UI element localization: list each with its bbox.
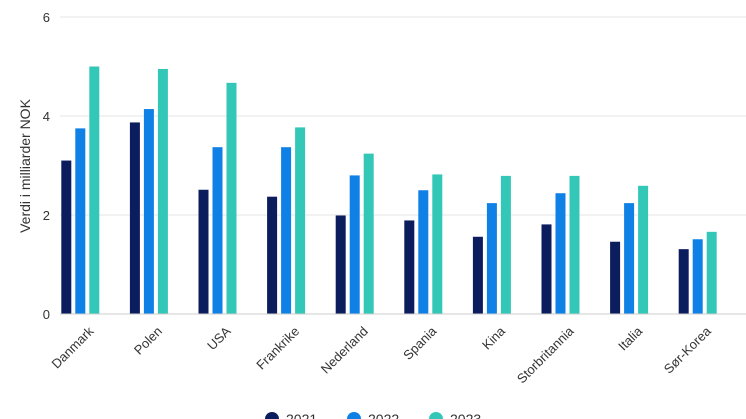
y-tick-label: 0 bbox=[43, 307, 50, 322]
bars bbox=[61, 66, 717, 315]
bar-2023-Kina[interactable] bbox=[500, 175, 511, 314]
bar-2022-Polen[interactable] bbox=[143, 109, 154, 314]
bar-2021-Danmark[interactable] bbox=[61, 160, 72, 314]
bar-2021-Kina[interactable] bbox=[472, 236, 483, 314]
bar-2023-USA[interactable] bbox=[226, 82, 237, 315]
bar-2022-Sør-Korea[interactable] bbox=[692, 239, 703, 314]
bar-2022-Nederland[interactable] bbox=[349, 175, 360, 314]
bar-2022-Italia[interactable] bbox=[624, 203, 635, 314]
y-tick-label: 4 bbox=[43, 109, 50, 124]
bar-2022-USA[interactable] bbox=[212, 147, 223, 314]
bar-2023-Polen[interactable] bbox=[157, 68, 168, 314]
y-tick-label: 2 bbox=[43, 208, 50, 223]
bar-2022-Spania[interactable] bbox=[418, 190, 429, 314]
bar-2023-Spania[interactable] bbox=[432, 174, 443, 314]
bar-2021-USA[interactable] bbox=[198, 189, 209, 314]
x-tick-label: Kina bbox=[479, 323, 509, 353]
legend-marker-2022[interactable] bbox=[347, 412, 361, 419]
bar-2022-Frankrike[interactable] bbox=[281, 147, 292, 314]
bar-2021-Sør-Korea[interactable] bbox=[678, 249, 689, 314]
bar-2021-Storbritannia[interactable] bbox=[541, 224, 552, 314]
bar-2023-Italia[interactable] bbox=[638, 185, 649, 314]
legend-label[interactable]: 2021 bbox=[286, 411, 317, 419]
bar-2023-Nederland[interactable] bbox=[363, 153, 374, 314]
bar-2021-Spania[interactable] bbox=[404, 220, 415, 314]
bar-2023-Sør-Korea[interactable] bbox=[706, 231, 717, 314]
x-tick-label: Danmark bbox=[49, 323, 97, 371]
x-tick-label: Sør-Korea bbox=[661, 323, 715, 377]
bar-2021-Nederland[interactable] bbox=[335, 215, 346, 314]
bar-2021-Frankrike[interactable] bbox=[267, 196, 278, 314]
bar-2021-Polen[interactable] bbox=[129, 122, 140, 314]
y-tick-label: 6 bbox=[43, 10, 50, 25]
x-tick-label: Spania bbox=[400, 323, 440, 363]
bar-2022-Danmark[interactable] bbox=[75, 128, 86, 314]
legend-marker-2023[interactable] bbox=[429, 412, 443, 419]
bar-2023-Frankrike[interactable] bbox=[295, 127, 306, 314]
x-tick-label: Frankrike bbox=[253, 324, 302, 373]
legend-label[interactable]: 2023 bbox=[450, 411, 481, 419]
bar-2021-Italia[interactable] bbox=[610, 241, 621, 314]
legend-label[interactable]: 2022 bbox=[368, 411, 399, 419]
y-axis-ticks: 0 2 4 6 bbox=[43, 10, 50, 322]
x-tick-label: Storbritannia bbox=[514, 323, 577, 386]
bar-2023-Storbritannia[interactable] bbox=[569, 175, 580, 314]
legend-marker-2021[interactable] bbox=[265, 412, 279, 419]
x-axis-ticks: Danmark Polen USA Frankrike Nederland Spania K… bbox=[49, 323, 715, 386]
x-tick-label: Italia bbox=[615, 323, 646, 354]
bar-2022-Storbritannia[interactable] bbox=[555, 193, 566, 314]
legend[interactable]: 2021 2022 2023 bbox=[265, 411, 481, 419]
x-tick-label: Polen bbox=[131, 324, 165, 358]
y-axis-title: Verdi i milliarder NOK bbox=[17, 98, 33, 232]
bar-2023-Danmark[interactable] bbox=[89, 66, 100, 315]
bar-2022-Kina[interactable] bbox=[486, 203, 497, 314]
x-tick-label: Nederland bbox=[318, 324, 371, 377]
x-tick-label: USA bbox=[204, 323, 234, 353]
